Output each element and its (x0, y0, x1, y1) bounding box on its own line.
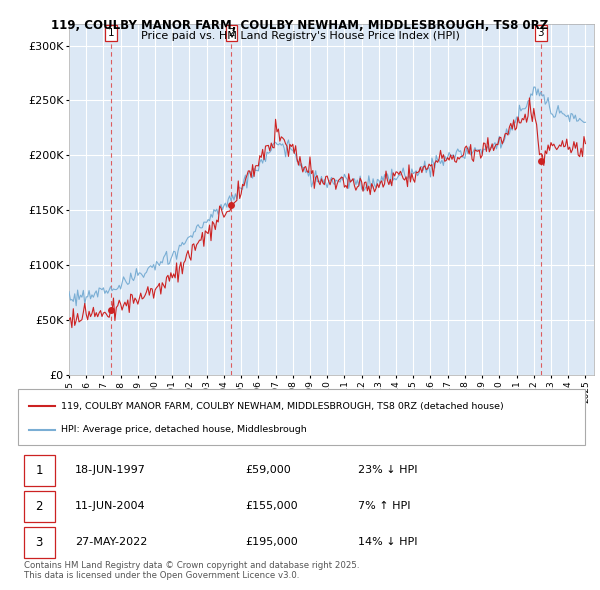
Text: Price paid vs. HM Land Registry's House Price Index (HPI): Price paid vs. HM Land Registry's House … (140, 31, 460, 41)
Text: 1: 1 (35, 464, 43, 477)
Text: 3: 3 (35, 536, 43, 549)
Text: 119, COULBY MANOR FARM, COULBY NEWHAM, MIDDLESBROUGH, TS8 0RZ: 119, COULBY MANOR FARM, COULBY NEWHAM, M… (52, 19, 548, 32)
FancyBboxPatch shape (23, 491, 55, 522)
Text: HPI: Average price, detached house, Middlesbrough: HPI: Average price, detached house, Midd… (61, 425, 306, 434)
Text: 119, COULBY MANOR FARM, COULBY NEWHAM, MIDDLESBROUGH, TS8 0RZ (detached house): 119, COULBY MANOR FARM, COULBY NEWHAM, M… (61, 402, 503, 411)
Text: 18-JUN-1997: 18-JUN-1997 (75, 466, 146, 475)
Text: 23% ↓ HPI: 23% ↓ HPI (358, 466, 418, 475)
FancyBboxPatch shape (23, 527, 55, 558)
Text: £195,000: £195,000 (245, 537, 298, 548)
FancyBboxPatch shape (23, 455, 55, 486)
Text: Contains HM Land Registry data © Crown copyright and database right 2025.
This d: Contains HM Land Registry data © Crown c… (24, 560, 359, 580)
Text: 27-MAY-2022: 27-MAY-2022 (75, 537, 147, 548)
Text: 2: 2 (35, 500, 43, 513)
Text: 1: 1 (108, 28, 115, 38)
Text: 7% ↑ HPI: 7% ↑ HPI (358, 502, 410, 512)
Text: 11-JUN-2004: 11-JUN-2004 (75, 502, 145, 512)
Text: 2: 2 (228, 28, 235, 38)
Text: 14% ↓ HPI: 14% ↓ HPI (358, 537, 418, 548)
Text: £59,000: £59,000 (245, 466, 290, 475)
Text: £155,000: £155,000 (245, 502, 298, 512)
Text: 3: 3 (538, 28, 544, 38)
